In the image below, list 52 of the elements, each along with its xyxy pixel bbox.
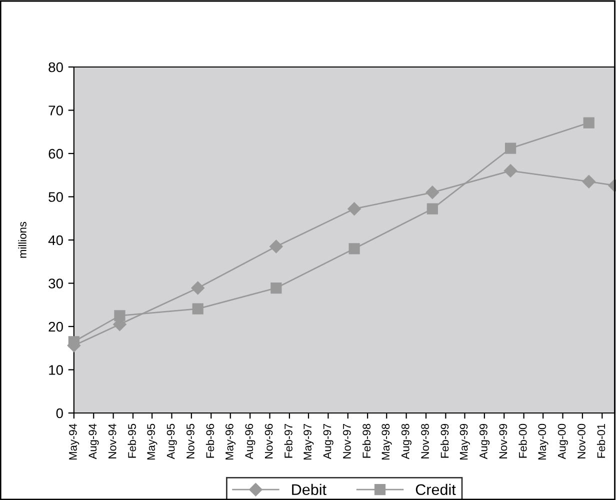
y-axis-title: millions: [18, 222, 26, 258]
y-tick-label: 80: [48, 62, 63, 72]
x-tick-label: Feb-95: [128, 424, 136, 458]
y-tick-label: 10: [49, 365, 63, 375]
point: [504, 164, 518, 178]
x-tick-label: Nov-00: [578, 424, 586, 458]
y-tick-label: 70: [48, 106, 63, 116]
x-tick-label: Nov-98: [421, 424, 429, 458]
x-tick-label: Nov-95: [186, 424, 194, 458]
y-tick-label: 50: [48, 192, 63, 202]
legend-label: Debit: [292, 484, 326, 496]
x-tick-label: May-96: [225, 424, 236, 460]
x-tick-label: May-97: [304, 424, 314, 460]
point: [270, 240, 283, 254]
point: [270, 282, 282, 294]
y-tick-label: 0: [56, 408, 63, 418]
x-tick-label: Feb-00: [518, 424, 527, 458]
x-tick-label: May-98: [382, 424, 392, 460]
x-tick-label: Aug-96: [245, 424, 256, 460]
x-tick-label: Aug-95: [166, 424, 177, 460]
x-tick-label: Feb-96: [206, 424, 214, 458]
point: [582, 175, 596, 188]
x-tick-label: Nov-96: [264, 424, 273, 458]
x-tick-label: Nov-94: [108, 424, 116, 458]
x-tick-label: Aug-98: [401, 424, 412, 460]
point: [191, 281, 204, 295]
point: [583, 117, 594, 128]
x-tick-label: Feb-99: [440, 424, 449, 458]
x-tick-label: May-95: [147, 424, 158, 460]
x-tick-label: Aug-99: [480, 424, 490, 460]
point: [426, 186, 440, 200]
point: [426, 203, 438, 214]
x-tick-label: Nov-97: [342, 424, 351, 458]
y-tick-label: 60: [48, 148, 63, 159]
x-tick-label: Feb-97: [284, 424, 292, 458]
x-tick-label: Aug-97: [323, 424, 334, 460]
x-tick-label: May-00: [538, 424, 548, 460]
point: [192, 303, 204, 314]
x-tick-label: May-99: [460, 424, 470, 460]
point: [348, 202, 361, 216]
y-tick-label: 40: [48, 235, 63, 246]
x-tick-label: Nov-99: [499, 424, 508, 458]
legend-label: Credit: [416, 484, 456, 496]
y-tick-label: 30: [48, 278, 63, 288]
x-tick-label: Aug-94: [88, 424, 99, 460]
point: [348, 243, 360, 254]
x-tick-label: Aug-00: [558, 424, 568, 460]
x-tick-label: Feb-01: [596, 424, 606, 458]
point: [504, 142, 516, 154]
x-tick-label: Feb-98: [362, 424, 371, 458]
x-tick-label: May-94: [69, 424, 80, 460]
y-tick-label: 20: [48, 322, 63, 332]
